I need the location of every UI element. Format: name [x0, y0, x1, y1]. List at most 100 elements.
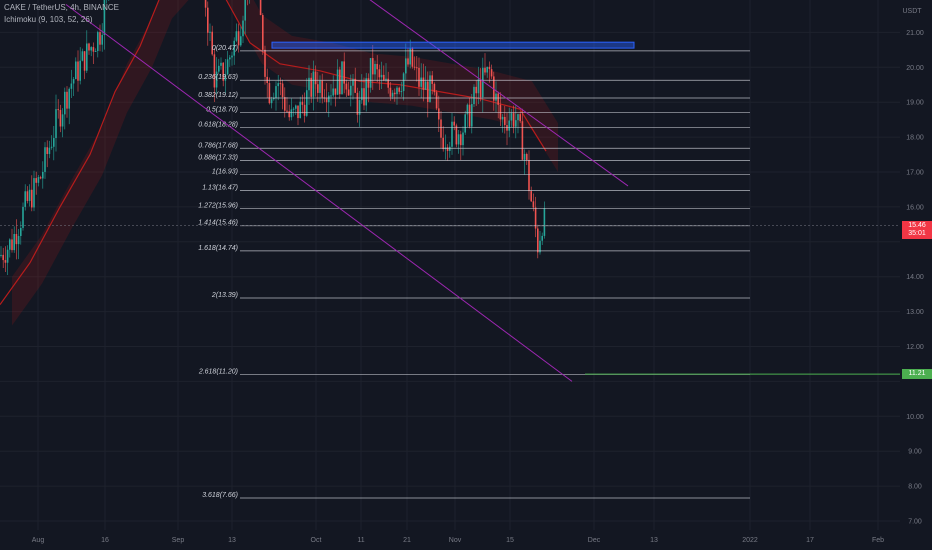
candle-body — [343, 61, 345, 84]
time-tick-label: Aug — [32, 537, 45, 544]
candle-body — [405, 58, 407, 74]
candle-body — [24, 191, 26, 207]
candle-body — [222, 62, 224, 81]
candle-body — [361, 88, 363, 101]
candle-body — [11, 239, 13, 251]
candle-body — [457, 134, 460, 145]
candle-body — [394, 92, 396, 95]
candle-body — [369, 58, 372, 88]
kijun-path — [0, 0, 547, 305]
candle-body — [240, 36, 242, 46]
fib-label: 1.414(15.46) — [198, 220, 238, 227]
candle-body — [281, 83, 284, 98]
candle-body — [409, 47, 411, 65]
candle-body — [486, 66, 488, 73]
candle-body — [86, 43, 88, 71]
candle-body — [68, 88, 70, 109]
candle-body — [477, 79, 480, 94]
candle-body — [292, 108, 295, 110]
candle-body — [330, 95, 332, 97]
candle-body — [64, 91, 66, 115]
candle-body — [488, 66, 491, 70]
candle-body — [396, 87, 398, 95]
candle-body — [385, 78, 387, 81]
fib-label: 1(16.93) — [212, 168, 238, 175]
price-tick-label: 19.00 — [906, 100, 924, 107]
resistance-box — [271, 41, 635, 49]
candle-body — [350, 85, 352, 96]
time-tick-label: 11 — [357, 537, 364, 544]
candle-body — [328, 95, 330, 103]
indicator-title[interactable]: Ichimoku (9, 103, 52, 26) — [4, 15, 93, 24]
candle-body — [211, 31, 213, 55]
time-tick-label: 21 — [403, 537, 411, 544]
candle-body — [413, 66, 416, 68]
candle-body — [279, 83, 282, 85]
candle-body — [389, 87, 392, 97]
candle-body — [33, 178, 35, 208]
candle-body — [53, 138, 55, 147]
current-price-tag: 15.46 35:01 — [902, 220, 932, 239]
candle-body — [79, 60, 81, 81]
candle-body — [427, 81, 429, 102]
time-axis[interactable]: Aug 16 Sep 13 Oct 11 21 Nov 15 Dec 13 2022 17 Feb — [32, 537, 884, 544]
candle-body — [215, 71, 218, 88]
candle-body — [26, 191, 29, 201]
candle-body — [101, 35, 103, 45]
candle-body — [497, 93, 499, 105]
trendline — [65, 4, 573, 382]
time-tick-label: Nov — [449, 537, 462, 544]
candle-body — [229, 57, 231, 60]
candle-body — [299, 101, 301, 119]
fib-label: 2.618(11.20) — [198, 368, 238, 375]
candle-body — [20, 227, 22, 236]
candle-body — [528, 159, 530, 192]
candle-body — [466, 104, 469, 115]
candle-body — [521, 121, 524, 160]
candle-body — [499, 104, 502, 120]
candle-body — [376, 63, 378, 70]
candle-body — [473, 86, 475, 105]
candle-body — [523, 153, 526, 160]
candle-body — [356, 92, 359, 115]
candle-body — [15, 233, 18, 245]
candle-body — [451, 121, 453, 147]
symbol-title[interactable]: CAKE / TetherUS, 4h, BINANCE — [4, 3, 120, 12]
current-price-value: 15.46 — [908, 221, 926, 229]
fib-label: 0.5(18.70) — [206, 107, 238, 114]
candle-body — [475, 86, 477, 94]
candle-body — [226, 59, 229, 75]
candle-body — [358, 100, 361, 115]
candle-body — [471, 104, 473, 127]
candle-body — [48, 147, 51, 154]
candle-body — [363, 88, 365, 106]
price-unit-label: USDT — [902, 8, 922, 15]
candle-body — [391, 92, 394, 97]
candle-body — [400, 91, 403, 93]
price-axis[interactable]: 7.00 8.00 9.00 10.00 12.00 13.00 14.00 16.00 17.… — [906, 0, 924, 526]
candle-body — [462, 132, 464, 146]
candle-body — [321, 80, 323, 98]
trendline — [369, 0, 629, 187]
candle-body — [332, 88, 334, 96]
candle-body — [325, 98, 328, 103]
candle-body — [50, 146, 53, 148]
fib-label: 0(20.47) — [212, 45, 238, 52]
candle-body — [286, 110, 288, 112]
candle-body — [218, 65, 220, 72]
price-tick-label: 8.00 — [908, 484, 922, 491]
candle-body — [273, 97, 275, 100]
price-tick-label: 7.00 — [908, 519, 922, 526]
candle-body — [295, 105, 297, 109]
candle-body — [431, 75, 433, 84]
candle-body — [352, 78, 354, 86]
candle-body — [28, 189, 31, 201]
candle-body — [517, 114, 519, 121]
candle-body — [213, 54, 216, 88]
price-tick-label: 17.00 — [906, 170, 924, 177]
candle-body — [57, 109, 59, 111]
resistance-rect — [271, 41, 635, 49]
candle-body — [308, 77, 310, 91]
price-tick-label: 20.00 — [906, 65, 924, 72]
